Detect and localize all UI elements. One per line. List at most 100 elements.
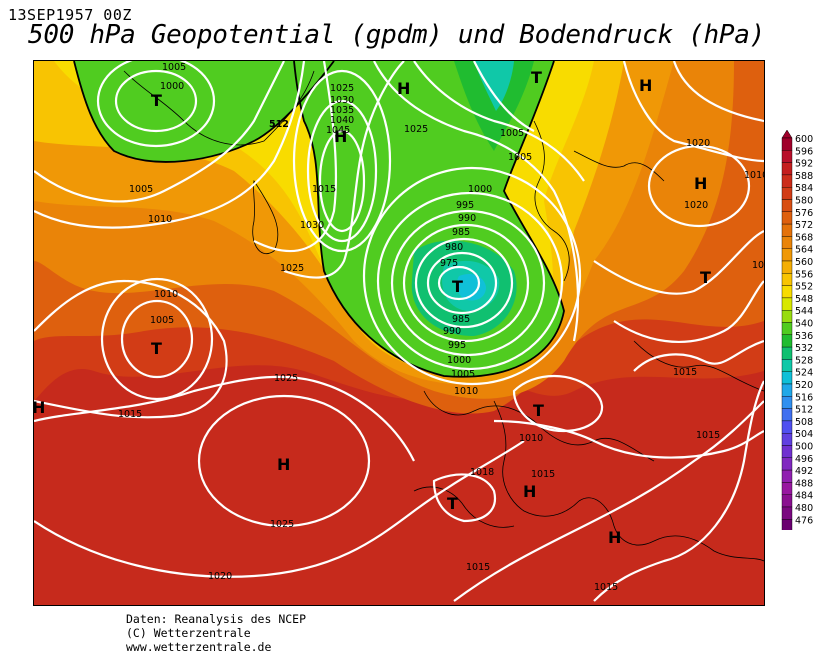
colorbar-swatch [781,211,793,225]
colorbar-swatch [781,396,793,409]
colorbar-swatch [781,309,793,323]
isobar-label: 1000 [468,184,492,195]
isobar-label: 990 [458,213,476,224]
colorbar-swatch [781,408,793,422]
colorbar-swatch [781,150,793,163]
colorbar-swatch [781,285,793,299]
colorbar-swatch [781,359,793,372]
credits-copyright: (C) Wetterzentrale [126,626,251,640]
colorbar-swatch [781,199,793,213]
colorbar-swatch [781,433,793,446]
isobar-label: 1005 [500,128,524,139]
isobar-label: 1020 [684,200,708,211]
isobar-label: 1000 [160,81,184,92]
pressure-centers: T H H T H H T T T T H T H H H [34,68,711,547]
colorbar-label: 580 [795,196,813,207]
map-canvas: T H H T H H T T T T H T H H H 1005 1000 … [34,61,764,605]
isobar-label: 1025 [404,124,428,135]
colorbar-label: 524 [795,368,813,379]
credits-url[interactable]: www.wetterzentrale.de [126,640,272,654]
center-low-5: T [151,339,162,358]
isobar-label: 1015 [594,582,618,593]
isobar-label: 1020 [686,138,710,149]
colorbar-swatch [781,346,793,360]
colorbar-label: 592 [795,159,813,170]
center-high-8: H [34,398,45,417]
isobar-label: 1000 [447,355,471,366]
isobar-label: 1025 [330,83,354,94]
isobar-label: 1015 [118,409,142,420]
colorbar-swatch [781,174,793,188]
isobar-label: 1030 [330,95,354,106]
isobar-label: 1040 [330,115,354,126]
isobar-label: 1015 [466,562,490,573]
isobar-label: 1015 [531,469,555,480]
credits: Daten: Reanalysis des NCEP (C) Wetterzen… [126,612,306,654]
isobar-label: 1010 [744,170,764,181]
colorbar-arrow-top [781,129,793,139]
colorbar-swatch [781,137,793,151]
colorbar-canvas: 6005965925885845805765725685645605565525… [781,129,813,541]
colorbar-label: 596 [795,146,813,157]
isobar-label: 1005 [150,315,174,326]
isobar-label: 1025 [270,519,294,530]
isobar-label: 1020 [208,571,232,582]
isobar-label: 1020 [752,260,764,271]
contour-512-label: 512 [269,119,289,130]
isobar-labels: 1005 1000 1025 1030 1035 1040 1045 1015 … [118,62,764,593]
colorbar-label: 564 [795,245,813,256]
isobar-label: 1018 [470,467,494,478]
colorbar-label: 488 [795,478,813,489]
isobar-label: 1010 [454,386,478,397]
colorbar-swatch [781,248,793,262]
colorbar-swatch [781,322,793,336]
center-low-3: T [700,268,711,287]
isobar-label: 1010 [519,433,543,444]
isobar-label: 1010 [154,289,178,300]
colorbar-label: 568 [795,232,813,243]
isobar-label: 1005 [129,184,153,195]
center-low-4: T [452,277,463,296]
geopotential-colorbar: 600 596 592 588 584 580 576 572 568 564 560 556 552 5… [780,129,822,541]
isobar-label: 975 [440,258,458,269]
coastlines [123,70,764,562]
colorbar-swatch [781,506,793,520]
isobar-label: 1030 [300,220,324,231]
colorbar-label: 500 [795,442,813,453]
colorbar-swatch [781,482,793,495]
colorbar-swatch [781,223,793,237]
colorbar-label: 512 [795,405,813,416]
colorbar-label: 600 [795,134,813,145]
colorbar-swatch [781,457,793,471]
isobar-label: 980 [445,242,463,253]
isobars [34,61,764,602]
colorbar-swatch [781,383,793,397]
isobar-label: 1005 [451,369,475,380]
colorbar-swatch [781,420,793,434]
colorbar-swatch [781,273,793,286]
isobar-label: 1005 [508,152,532,163]
isobar-label: 990 [443,326,461,337]
colorbar-label: 536 [795,331,813,342]
isobar-label: 1005 [162,62,186,73]
isobar-label: 1010 [148,214,172,225]
colorbar-label: 560 [795,257,813,268]
colorbar-swatch [781,187,793,200]
contour-552 [73,61,565,378]
isobar-label: 985 [452,314,470,325]
center-high-7: H [608,528,621,547]
isobar-label: 1025 [274,373,298,384]
colorbar-swatch [781,469,793,483]
colorbar-swatch [781,494,793,508]
isobar-label: 1015 [673,367,697,378]
colorbar-label: 504 [795,429,813,440]
isobar-label: 1015 [696,430,720,441]
center-high-2: H [334,127,347,146]
colorbar-label: 496 [795,454,813,465]
center-high-4: H [694,174,707,193]
colorbar-swatch [781,297,793,311]
geopotential-fill [34,61,764,605]
center-low-2: T [531,68,542,87]
date-label: 13SEP1957 00Z [8,6,132,24]
colorbar-label: 484 [795,491,813,502]
